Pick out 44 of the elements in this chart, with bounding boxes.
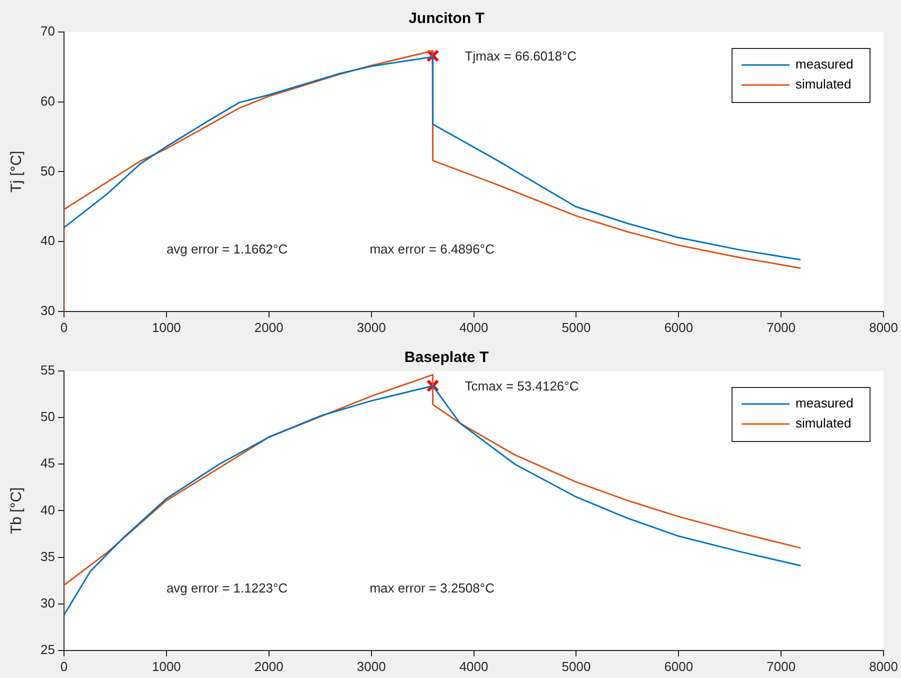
y-tick-label: 45 bbox=[40, 456, 55, 471]
annotation: Tjmax = 66.6018°C bbox=[464, 48, 577, 64]
annotation: max error = 3.2508°C bbox=[370, 580, 494, 596]
legend-label: simulated bbox=[796, 76, 852, 92]
x-tick-label: 4000 bbox=[459, 320, 488, 335]
x-tick-label: 1000 bbox=[152, 658, 181, 674]
y-tick-label: 25 bbox=[40, 642, 55, 657]
x-tick-label: 0 bbox=[60, 658, 68, 674]
y-tick-label: 35 bbox=[40, 548, 55, 564]
x-tick-label: 5000 bbox=[562, 658, 591, 674]
y-tick-label: 70 bbox=[40, 24, 55, 39]
y-tick-label: 50 bbox=[40, 163, 55, 178]
x-tick-label: 2000 bbox=[254, 658, 284, 674]
chart-title: Junciton T bbox=[408, 10, 484, 28]
annotation: max error = 6.4896°C bbox=[370, 242, 494, 257]
y-tick-label: 50 bbox=[40, 409, 55, 424]
x-tick-label: 8000 bbox=[869, 658, 898, 674]
x-tick-label: 0 bbox=[60, 320, 68, 335]
x-tick-label: 3000 bbox=[356, 658, 386, 674]
annotation: avg error = 1.1662°C bbox=[166, 242, 288, 257]
legend-label: simulated bbox=[796, 416, 852, 431]
x-tick-label: 6000 bbox=[664, 658, 694, 674]
y-tick-label: 30 bbox=[40, 302, 55, 318]
legend-label: measured bbox=[796, 56, 854, 72]
annotation: Tcmax = 53.4126°C bbox=[464, 378, 579, 394]
y-axis-title: Tj [°C] bbox=[8, 150, 26, 193]
y-tick-label: 40 bbox=[40, 502, 55, 518]
x-tick-label: 5000 bbox=[562, 320, 591, 335]
y-axis-title: Tb [°C] bbox=[8, 487, 26, 534]
x-tick-label: 7000 bbox=[766, 320, 796, 335]
chart-title: Baseplate T bbox=[404, 349, 489, 366]
x-tick-label: 4000 bbox=[459, 658, 488, 674]
y-tick-label: 60 bbox=[40, 93, 55, 108]
x-tick-label: 7000 bbox=[766, 658, 796, 674]
x-tick-label: 1000 bbox=[152, 320, 181, 335]
y-tick-label: 55 bbox=[40, 362, 55, 378]
y-tick-label: 30 bbox=[40, 595, 55, 610]
x-tick-label: 2000 bbox=[254, 320, 284, 335]
annotation: avg error = 1.1223°C bbox=[166, 580, 288, 596]
y-tick-label: 40 bbox=[40, 233, 55, 248]
legend-label: measured bbox=[796, 396, 854, 411]
x-tick-label: 3000 bbox=[356, 320, 386, 335]
x-tick-label: 6000 bbox=[664, 320, 694, 335]
x-tick-label: 8000 bbox=[869, 320, 898, 335]
